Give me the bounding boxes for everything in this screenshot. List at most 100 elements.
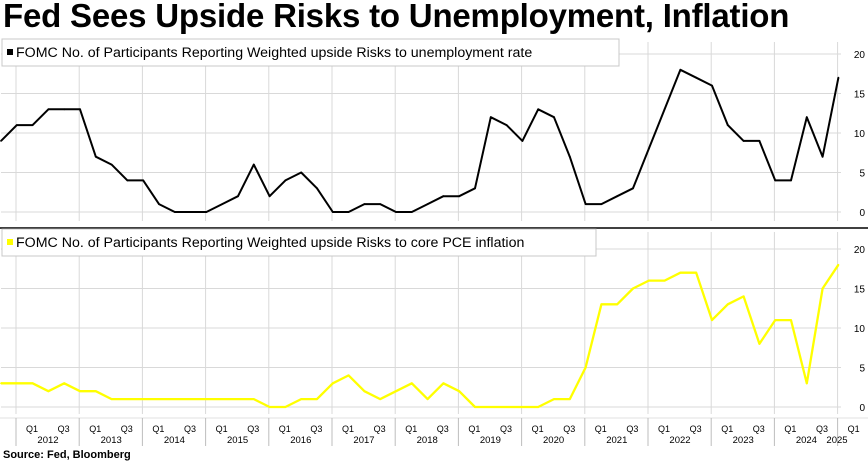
data-point — [489, 116, 492, 119]
data-point — [837, 263, 840, 266]
data-point — [442, 382, 445, 385]
data-point — [568, 155, 571, 158]
x-tick-label: Q1 — [468, 424, 480, 434]
x-tick-label: Q3 — [690, 424, 702, 434]
x-tick-label: Q1 — [89, 424, 101, 434]
data-point — [632, 187, 634, 190]
data-point — [189, 398, 192, 400]
data-point — [173, 211, 176, 213]
x-tick-label: Q1 — [405, 424, 417, 434]
data-point — [347, 211, 350, 213]
data-point — [790, 179, 792, 182]
data-point — [442, 195, 445, 198]
data-point — [94, 155, 97, 158]
legend-box — [1, 38, 620, 67]
x-tick-label: Q1 — [216, 424, 228, 434]
data-point — [126, 398, 129, 400]
data-point — [537, 108, 540, 111]
data-point — [110, 163, 113, 166]
data-point — [47, 108, 50, 111]
data-point — [474, 406, 476, 408]
x-tick-label: Q3 — [626, 424, 638, 434]
x-tick-label: Q3 — [563, 424, 575, 434]
data-point — [379, 398, 382, 400]
chart-title-bar: Fed Sees Upside Risks to Unemployment, I… — [0, 0, 868, 36]
data-point — [284, 179, 287, 182]
data-point — [695, 76, 698, 79]
data-point — [0, 140, 2, 142]
data-point — [79, 108, 81, 111]
data-point — [410, 211, 413, 213]
legend-swatch — [7, 239, 13, 245]
data-point — [647, 147, 650, 150]
legend-label: FOMC No. of Participants Reporting Weigh… — [16, 45, 532, 61]
data-point — [458, 390, 461, 393]
data-point — [568, 398, 571, 400]
x-year-label: 2022 — [669, 435, 690, 446]
x-tick-label: Q1 — [595, 424, 607, 434]
x-tick-label: Q3 — [437, 424, 449, 434]
data-point — [553, 116, 555, 119]
data-point — [521, 406, 524, 408]
x-axis: Q1 Q3 Q1 Q3 Q1 Q3 Q1 Q3 Q1 Q3 Q1 Q3 Q1 Q3 Q1 Q3 Q1 Q3 Q1 Q3… — [0, 417, 868, 446]
data-point — [0, 382, 2, 385]
x-year-label: 2019 — [480, 435, 501, 446]
data-point — [142, 398, 145, 400]
data-point — [821, 155, 824, 158]
data-point — [711, 84, 713, 87]
y-tick-label: 20 — [854, 50, 866, 61]
data-point — [331, 211, 334, 213]
y-tick-label: 0 — [859, 208, 865, 219]
data-point — [15, 124, 18, 126]
y-tick-label: 15 — [854, 90, 866, 101]
data-point — [316, 187, 318, 190]
data-point — [331, 382, 334, 385]
x-year-label: 2014 — [164, 435, 185, 446]
data-point — [300, 398, 303, 400]
data-point — [126, 179, 129, 182]
data-point — [63, 382, 66, 385]
data-point — [205, 211, 208, 213]
chart-title: Fed Sees Upside Risks to Unemployment, I… — [3, 0, 790, 34]
data-point — [774, 319, 777, 321]
x-tick-label: Q1 — [342, 424, 354, 434]
data-point — [363, 203, 366, 206]
y-tick-label: 10 — [854, 129, 866, 140]
data-point — [584, 366, 587, 369]
x-tick-label: Q3 — [816, 424, 828, 434]
data-point — [647, 279, 650, 282]
x-tick-label: Q1 — [658, 424, 670, 434]
legend-label: FOMC No. of Participants Reporting Weigh… — [16, 235, 524, 251]
data-point — [805, 116, 808, 119]
data-point — [395, 390, 397, 393]
data-point — [726, 124, 729, 126]
data-point — [553, 398, 555, 400]
data-point — [142, 179, 145, 182]
x-tick-label: Q3 — [121, 424, 133, 434]
x-year-label: 2015 — [227, 435, 248, 446]
x-year-label: 2020 — [543, 435, 564, 446]
data-point — [584, 203, 587, 206]
x-year-label: 2018 — [417, 435, 438, 446]
y-tick-label: 15 — [854, 285, 866, 296]
data-point — [600, 303, 603, 306]
x-tick-label: Q3 — [374, 424, 386, 434]
x-tick-label: Q3 — [247, 424, 259, 434]
data-point — [821, 287, 824, 290]
data-point — [363, 390, 366, 393]
data-point — [663, 108, 666, 111]
data-point — [79, 390, 81, 393]
x-year-label: 2017 — [353, 435, 374, 446]
data-point — [742, 140, 745, 142]
data-point — [268, 195, 271, 198]
y-tick-label: 0 — [859, 403, 865, 414]
x-year-label: 2023 — [733, 435, 754, 446]
data-point — [252, 398, 255, 400]
data-point — [426, 398, 429, 400]
x-year-label: 2021 — [606, 435, 627, 446]
data-point — [237, 195, 239, 198]
data-point — [663, 279, 666, 282]
data-point — [726, 303, 729, 306]
data-point — [505, 406, 508, 408]
data-point — [600, 203, 603, 206]
